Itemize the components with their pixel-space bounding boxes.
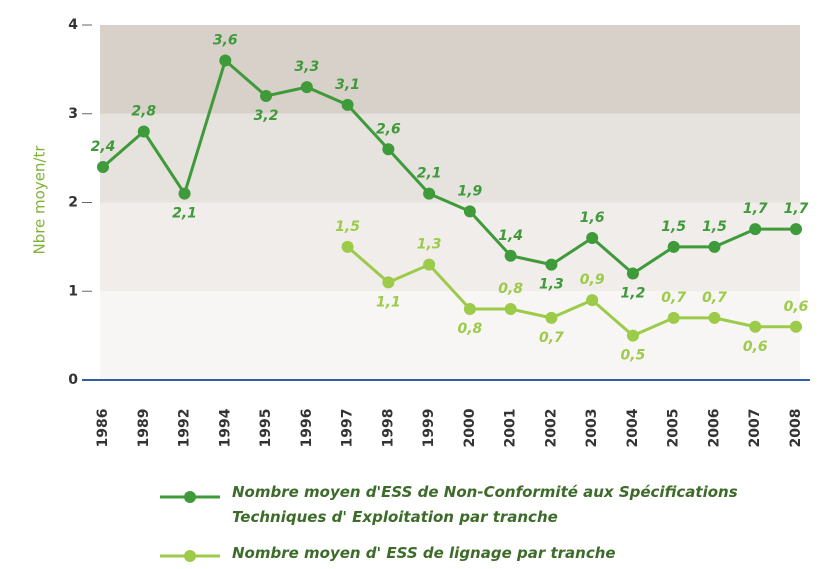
x-tick-label: 2008 (788, 409, 804, 448)
data-point (626, 267, 639, 280)
legend-swatch (184, 550, 196, 562)
data-label: 1,4 (498, 228, 523, 244)
data-label: 1,2 (621, 286, 646, 302)
data-label: 1,6 (580, 210, 605, 226)
y-tick-label: 0 (68, 372, 78, 388)
data-point (667, 311, 680, 324)
data-point (382, 143, 395, 156)
data-label: 2,6 (376, 121, 401, 137)
legend-label: Nombre moyen d'ESS de Non-Conformité aux… (232, 483, 738, 526)
data-point (790, 223, 802, 236)
x-tick-label: 1992 (177, 409, 193, 448)
x-tick-label: 2004 (625, 408, 641, 447)
data-label: 2,1 (417, 166, 442, 182)
y-tick-label: 3 (68, 106, 78, 122)
data-label: 1,9 (457, 183, 482, 199)
data-point (708, 311, 721, 324)
series-line (346, 245, 796, 338)
x-tick-label: 2003 (584, 409, 600, 448)
data-point (341, 98, 354, 111)
x-tick-label: 2000 (462, 408, 478, 447)
data-label: 0,5 (621, 348, 646, 364)
data-point (790, 320, 802, 333)
data-point (504, 249, 517, 262)
x-tick-label: 1994 (217, 408, 233, 447)
data-label: 0,8 (457, 321, 482, 337)
x-tick-label: 2007 (747, 409, 763, 448)
data-point (463, 303, 476, 315)
y-axis-label: Nbre moyen/tr (31, 145, 49, 255)
data-point (300, 81, 313, 94)
data-label: 1,7 (743, 201, 768, 217)
data-point (463, 205, 476, 218)
data-point (667, 240, 680, 253)
x-tick-label: 2006 (706, 409, 722, 448)
data-label: 0,7 (661, 290, 686, 306)
data-label: 3,1 (335, 77, 360, 93)
band (100, 25, 800, 114)
x-tick-label: 2001 (503, 409, 519, 448)
band (100, 291, 800, 380)
band (100, 113, 800, 203)
data-point (341, 240, 354, 253)
y-tick-label: 2 (68, 195, 78, 211)
y-tick-label: 1 (68, 283, 78, 299)
x-tick-label: 2002 (543, 409, 559, 448)
x-tick-label: 2005 (666, 409, 682, 448)
data-point (749, 223, 762, 236)
data-label: 0,8 (498, 281, 523, 297)
x-tick-label: 1996 (299, 409, 315, 448)
data-label: 1,5 (702, 219, 727, 235)
data-point (178, 187, 191, 200)
data-label: 1,3 (539, 277, 564, 293)
series-line (102, 57, 796, 276)
data-point (545, 311, 558, 324)
data-label: 2,4 (91, 139, 116, 155)
data-point (260, 90, 273, 102)
data-point (137, 125, 150, 138)
data-point (423, 258, 436, 271)
data-label: 1,5 (661, 219, 686, 235)
x-tick-label: 1986 (95, 409, 111, 448)
data-label: 0,7 (539, 330, 564, 346)
x-tick-label: 1995 (258, 409, 274, 448)
data-label: 0,9 (580, 272, 605, 288)
data-label: 0,7 (702, 290, 727, 306)
legend-label: Nombre moyen d' ESS de lignage par tranc… (232, 544, 616, 562)
data-label: 2,1 (172, 206, 197, 222)
x-tick-label: 1997 (340, 409, 356, 448)
data-point (423, 187, 436, 200)
data-label: 1,3 (417, 237, 442, 253)
data-label: 3,3 (294, 59, 319, 75)
data-label: 3,2 (254, 108, 279, 124)
data-point (586, 294, 599, 307)
data-point (708, 240, 721, 253)
legend-swatch (184, 491, 196, 503)
data-point (586, 232, 599, 244)
x-tick-label: 1998 (380, 409, 396, 448)
data-point (749, 320, 762, 333)
data-label: 1,7 (784, 201, 809, 217)
data-point (219, 54, 232, 67)
data-label: 2,8 (131, 104, 156, 120)
data-label: 1,1 (376, 294, 401, 310)
data-point (97, 161, 109, 173)
data-label: 3,6 (213, 33, 238, 49)
data-label: 0,6 (743, 339, 768, 355)
data-label: 0,6 (784, 299, 809, 315)
data-point (545, 258, 558, 271)
y-tick-label: 4 (68, 17, 78, 33)
data-point (626, 329, 639, 342)
data-label: 1,5 (335, 219, 360, 235)
x-tick-label: 1989 (136, 409, 152, 448)
x-tick-label: 1999 (421, 409, 437, 448)
data-point (382, 276, 395, 289)
data-point (504, 303, 517, 315)
